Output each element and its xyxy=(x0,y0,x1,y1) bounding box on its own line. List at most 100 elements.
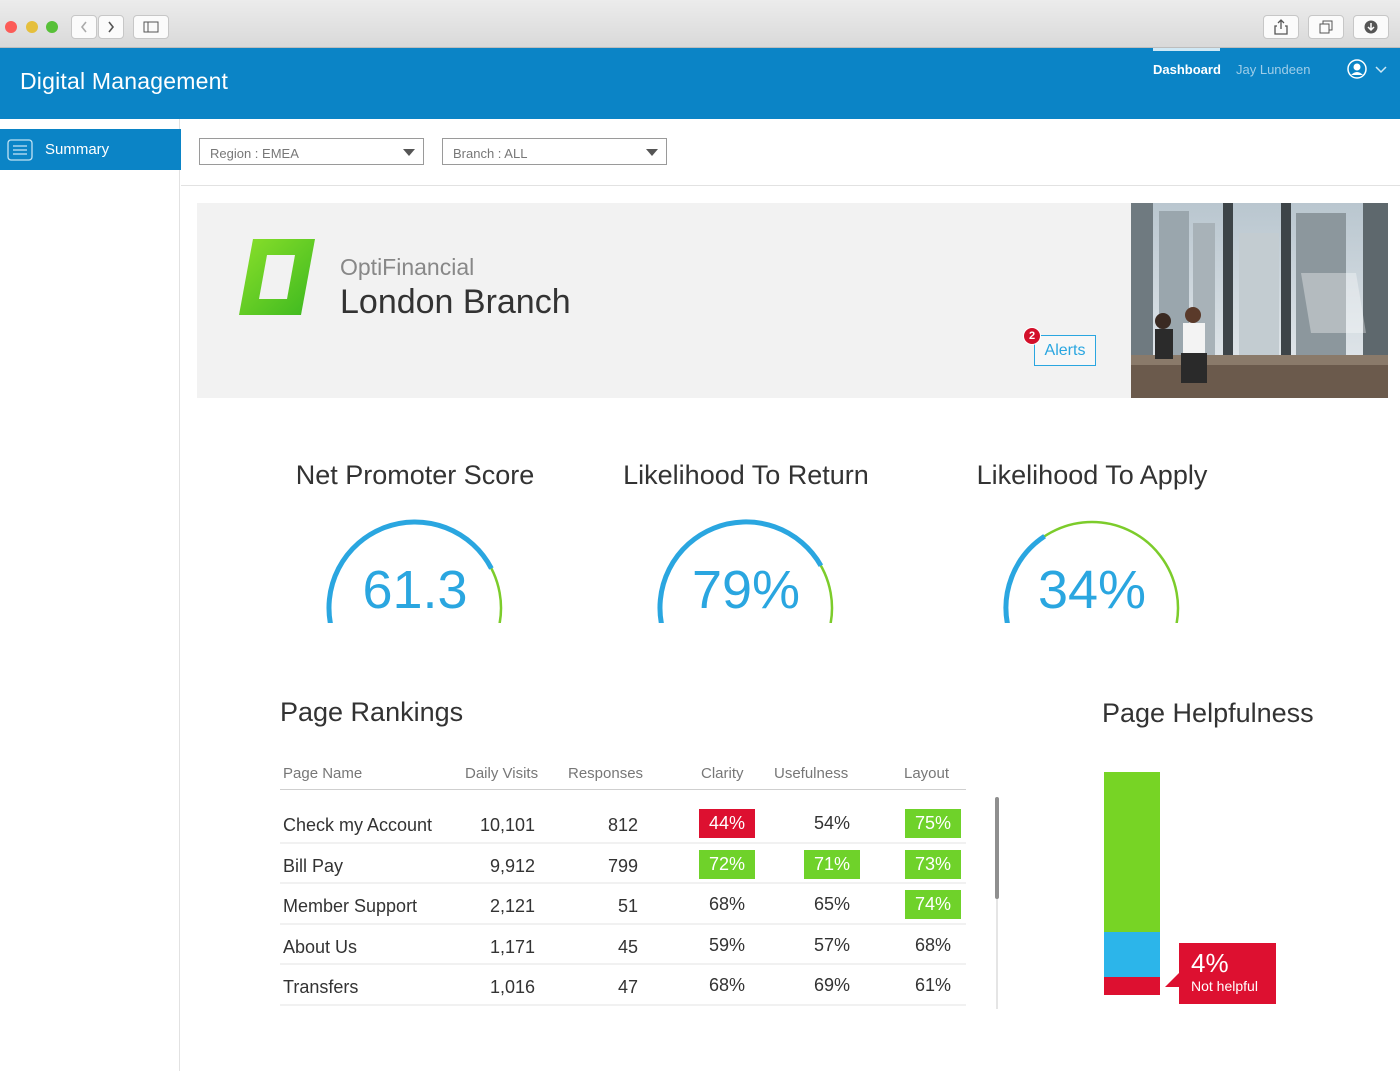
table-row[interactable]: Bill Pay 9,912 799 72% 71% 73% xyxy=(280,844,966,884)
cell-responses: 812 xyxy=(607,815,638,835)
bar-segment-neutral[interactable] xyxy=(1104,932,1160,977)
cell-clarity: 44% xyxy=(699,809,755,838)
branch-select-value: Branch : ALL xyxy=(453,146,528,161)
gauge-net-promoter: Net Promoter Score 61.3 xyxy=(265,460,565,623)
gauge-value: 61.3 xyxy=(362,560,467,620)
col-usefulness[interactable]: Usefulness xyxy=(774,765,849,782)
cell-usefulness: 54% xyxy=(813,813,851,833)
sidebar-toggle-button[interactable] xyxy=(133,15,169,39)
cell-page-name: Transfers xyxy=(283,977,359,997)
cell-layout: 75% xyxy=(905,809,961,838)
chevron-left-icon xyxy=(80,21,87,33)
cell-page-name: Check my Account xyxy=(283,815,433,835)
branch-name: London Branch xyxy=(340,283,571,321)
sidebar: Summary xyxy=(0,119,181,1071)
sidebar-item-summary[interactable]: Summary xyxy=(0,129,181,170)
share-icon xyxy=(1274,19,1288,35)
col-clarity[interactable]: Clarity xyxy=(701,765,744,782)
share-button[interactable] xyxy=(1263,15,1299,39)
active-tab-indicator xyxy=(1153,48,1220,51)
branch-photo xyxy=(1131,203,1388,398)
forward-button[interactable] xyxy=(98,15,124,39)
user-menu[interactable] xyxy=(1346,58,1394,87)
close-window-button[interactable] xyxy=(5,21,17,33)
gauge-fill xyxy=(657,519,824,623)
gauge-dial: 61.3 xyxy=(326,519,503,623)
cell-clarity: 72% xyxy=(699,849,755,879)
gauge-value: 79% xyxy=(692,560,800,620)
tabs-button[interactable] xyxy=(1308,15,1344,39)
caret-down-icon xyxy=(403,149,415,156)
filter-bar: Region : EMEA Branch : ALL xyxy=(181,119,1400,186)
cell-page-name: Bill Pay xyxy=(283,855,344,876)
gauge-dial: 79% xyxy=(657,519,834,623)
gauge-likelihood-return: Likelihood To Return 79% xyxy=(596,460,896,623)
gauge-title: Likelihood To Apply xyxy=(976,460,1208,490)
back-button[interactable] xyxy=(71,15,97,39)
chevron-right-icon xyxy=(108,21,115,33)
optifinancial-logo xyxy=(239,239,315,315)
cell-clarity: 68% xyxy=(708,894,746,914)
cell-responses: 45 xyxy=(617,936,638,957)
table-row[interactable]: Member Support 2,121 51 68% 65% 74% xyxy=(280,884,966,925)
minimize-window-button[interactable] xyxy=(26,21,38,33)
cell-daily-visits: 9,912 xyxy=(489,855,535,876)
table-row[interactable]: Transfers 1,016 47 68% 69% 61% xyxy=(280,965,966,1006)
cell-daily-visits: 2,121 xyxy=(489,896,535,916)
brand-name: OptiFinancial xyxy=(340,254,475,280)
downloads-button[interactable] xyxy=(1353,15,1389,39)
not-helpful-tooltip: 4% Not helpful xyxy=(1165,943,1276,1004)
app-title: Digital Management xyxy=(20,68,229,94)
chevron-down-icon xyxy=(1375,66,1387,74)
table-scroll-track[interactable] xyxy=(996,797,998,1009)
cell-page-name: Member Support xyxy=(283,896,418,916)
rankings-title: Page Rankings xyxy=(280,697,464,727)
cell-responses: 799 xyxy=(607,855,638,876)
gauge-fill xyxy=(326,519,494,623)
helpfulness-title: Page Helpfulness xyxy=(1102,698,1314,728)
cell-responses: 47 xyxy=(617,977,638,997)
tooltip-value: 4% xyxy=(1191,948,1229,978)
nav-user-name[interactable]: Jay Lundeen xyxy=(1236,62,1311,77)
nav-dashboard[interactable]: Dashboard xyxy=(1153,62,1221,77)
bar-segment-helpful[interactable] xyxy=(1104,772,1160,932)
zoom-window-button[interactable] xyxy=(46,21,58,33)
table-row[interactable]: Check my Account 10,101 812 44% 54% 75% xyxy=(280,803,966,844)
gauge-title: Likelihood To Return xyxy=(623,460,869,490)
col-responses[interactable]: Responses xyxy=(568,765,644,782)
table-row[interactable]: About Us 1,171 45 59% 57% 68% xyxy=(280,925,966,965)
cell-usefulness: 69% xyxy=(813,975,851,995)
col-page-name[interactable]: Page Name xyxy=(283,765,363,782)
gauge-fill xyxy=(1003,534,1046,623)
cell-layout: 61% xyxy=(914,975,952,995)
tooltip-label: Not helpful xyxy=(1191,978,1258,994)
download-icon xyxy=(1364,20,1378,34)
browser-toolbar xyxy=(0,0,1400,48)
branch-select[interactable]: Branch : ALL xyxy=(442,138,667,165)
table-scrollbar[interactable] xyxy=(995,797,999,899)
branch-banner: OptiFinancial London Branch Alerts 2 xyxy=(197,203,1131,398)
cell-layout: 73% xyxy=(905,849,961,879)
cell-usefulness: 65% xyxy=(813,894,851,914)
cell-daily-visits: 1,016 xyxy=(489,977,535,997)
col-daily-visits[interactable]: Daily Visits xyxy=(465,765,539,782)
cell-layout: 74% xyxy=(905,890,961,919)
gauge-dial: 34% xyxy=(1003,520,1180,623)
region-select[interactable]: Region : EMEA xyxy=(199,138,424,165)
cell-daily-visits: 10,101 xyxy=(479,815,535,835)
table-header: Page Name Daily Visits Responses Clarity… xyxy=(280,760,966,790)
alerts-button[interactable]: Alerts xyxy=(1034,335,1096,366)
cell-usefulness: 57% xyxy=(813,934,851,955)
bar-segment-not-helpful[interactable] xyxy=(1104,977,1160,995)
user-avatar-icon xyxy=(1347,59,1387,79)
rankings-table: Page Name Daily Visits Responses Clarity… xyxy=(280,760,966,1006)
cell-layout: 68% xyxy=(914,934,952,955)
cell-daily-visits: 1,171 xyxy=(489,936,535,957)
col-layout[interactable]: Layout xyxy=(904,765,950,782)
sidebar-icon xyxy=(143,21,159,33)
sidebar-item-label: Summary xyxy=(45,141,110,158)
cell-clarity: 68% xyxy=(708,975,746,995)
gauge-title: Net Promoter Score xyxy=(295,460,535,490)
cell-page-name: About Us xyxy=(283,936,358,957)
tabs-icon xyxy=(1319,20,1333,34)
